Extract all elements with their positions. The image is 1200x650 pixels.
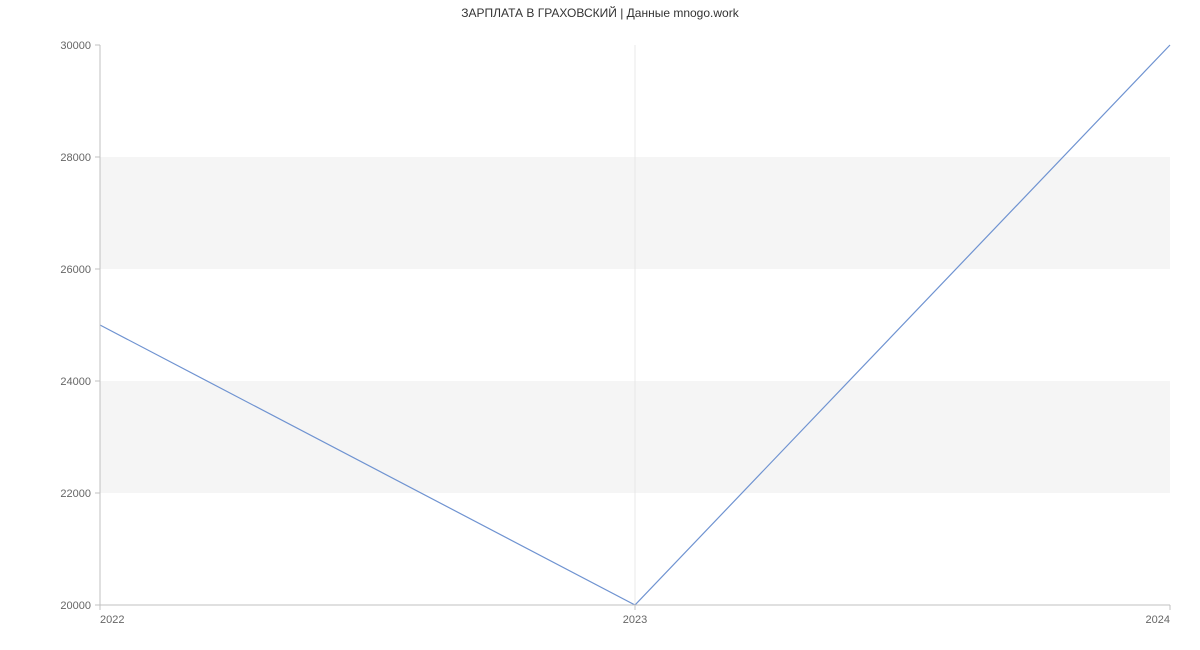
y-tick-label: 30000 <box>60 40 91 52</box>
y-tick-label: 20000 <box>60 600 91 612</box>
x-tick-label: 2024 <box>1146 614 1170 626</box>
x-tick-label: 2023 <box>623 614 647 626</box>
salary-line-chart: ЗАРПЛАТА В ГРАХОВСКИЙ | Данные mnogo.wor… <box>0 0 1200 650</box>
y-tick-label: 26000 <box>60 264 91 276</box>
y-tick-label: 28000 <box>60 152 91 164</box>
y-tick-label: 22000 <box>60 488 91 500</box>
x-tick-label: 2022 <box>100 614 124 626</box>
y-tick-label: 24000 <box>60 376 91 388</box>
chart-title: ЗАРПЛАТА В ГРАХОВСКИЙ | Данные mnogo.wor… <box>0 6 1200 20</box>
chart-svg: 20000 22000 24000 26000 28000 30000 2022 2023 20… <box>0 0 1200 650</box>
